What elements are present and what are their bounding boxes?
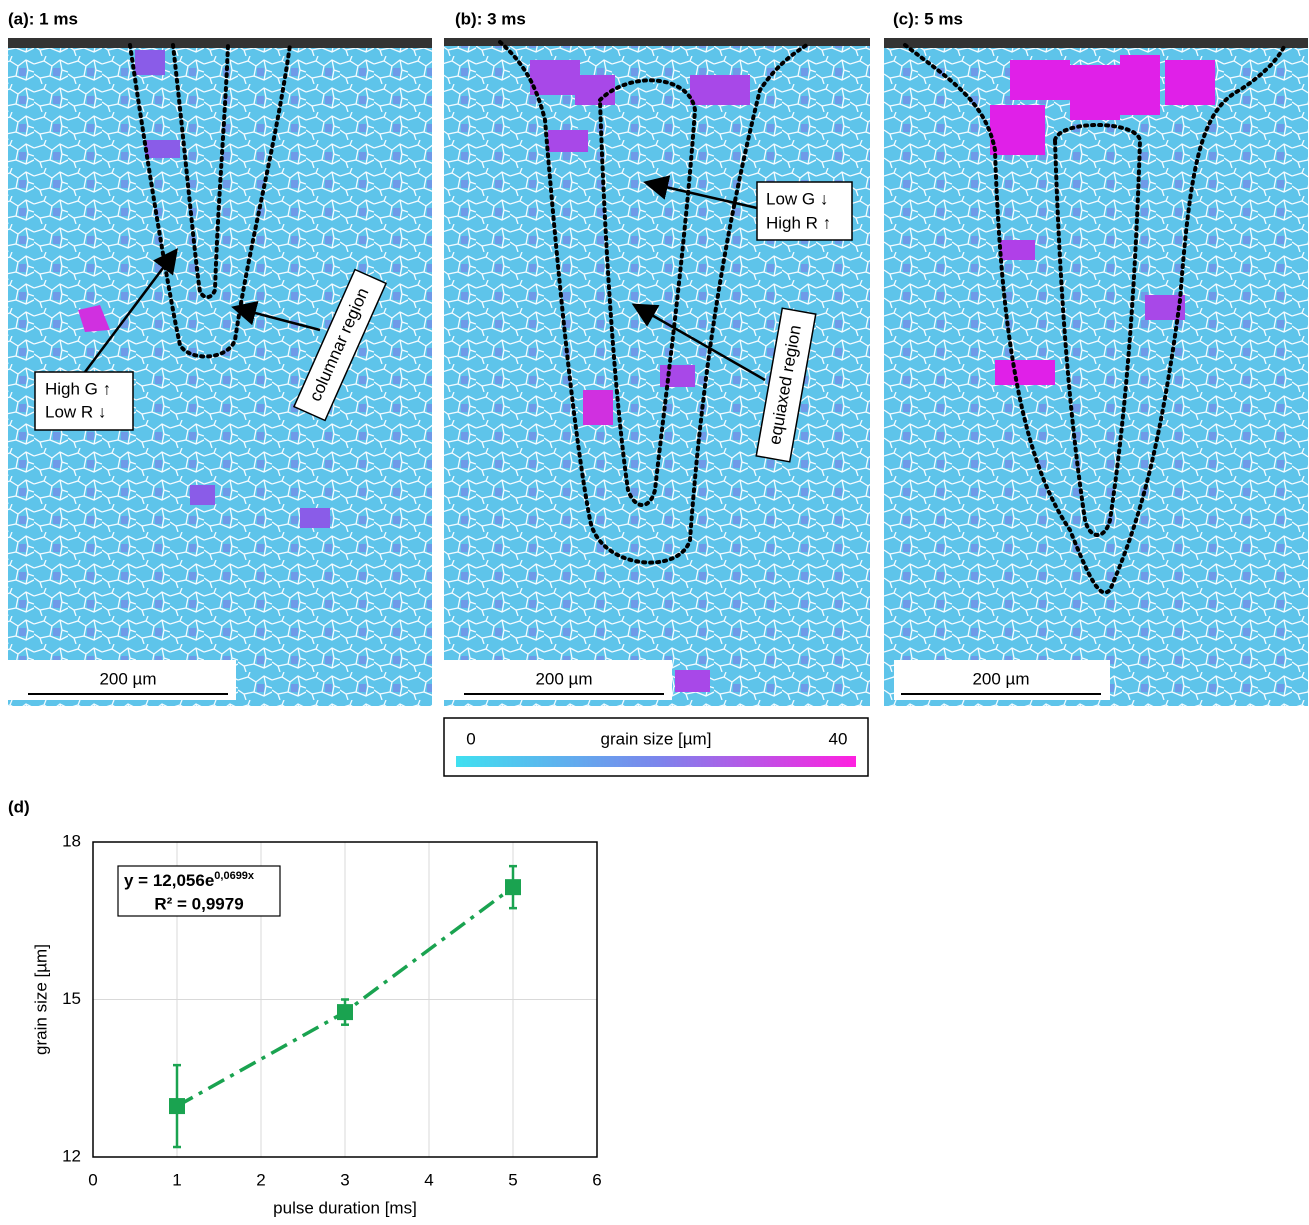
y-tick-label: 15 [62, 989, 81, 1008]
x-tick-label: 1 [172, 1170, 181, 1189]
annotation: High R ↑ [766, 213, 831, 232]
panel-label: (b): 3 ms [455, 9, 526, 28]
equation-base: y = 12,056e [124, 871, 214, 890]
scale-bar-label: 200 µm [99, 669, 156, 688]
colorbar [456, 756, 856, 767]
annotation: Low G ↓ [766, 189, 828, 208]
colorbar-label: grain size [µm] [601, 729, 712, 748]
annotation: High G ↑ [45, 379, 111, 398]
panel-label: (a): 1 ms [8, 9, 78, 28]
annotation: Low R ↓ [45, 402, 106, 421]
x-tick-label: 0 [88, 1170, 97, 1189]
figure: (a): 1 ms High G ↑ Low R ↓ columnar regi… [0, 0, 1309, 1220]
chart-title: (d) [8, 797, 30, 816]
point [337, 1004, 353, 1020]
r-squared: R² = 0,9979 [154, 894, 243, 913]
x-tick-label: 2 [256, 1170, 265, 1189]
surface [8, 38, 432, 48]
x-tick-label: 6 [592, 1170, 601, 1189]
y-tick-label: 18 [62, 831, 81, 850]
point [505, 879, 521, 895]
equation-exponent: 0,0699x [214, 870, 255, 882]
x-tick-label: 3 [340, 1170, 349, 1189]
surface [884, 38, 1308, 48]
point [169, 1098, 185, 1114]
x-tick-label: 5 [508, 1170, 517, 1189]
x-axis-label: pulse duration [ms] [273, 1198, 417, 1217]
micrograph [884, 38, 1308, 706]
x-tick-label: 4 [424, 1170, 433, 1189]
scale-bar-label: 200 µm [535, 669, 592, 688]
scale-bar-label: 200 µm [972, 669, 1029, 688]
panel-label: (c): 5 ms [893, 9, 963, 28]
colorbar-min: 0 [466, 729, 475, 748]
colorbar-max: 40 [829, 729, 848, 748]
y-tick-label: 12 [62, 1146, 81, 1165]
y-axis-label: grain size [µm] [31, 944, 50, 1055]
